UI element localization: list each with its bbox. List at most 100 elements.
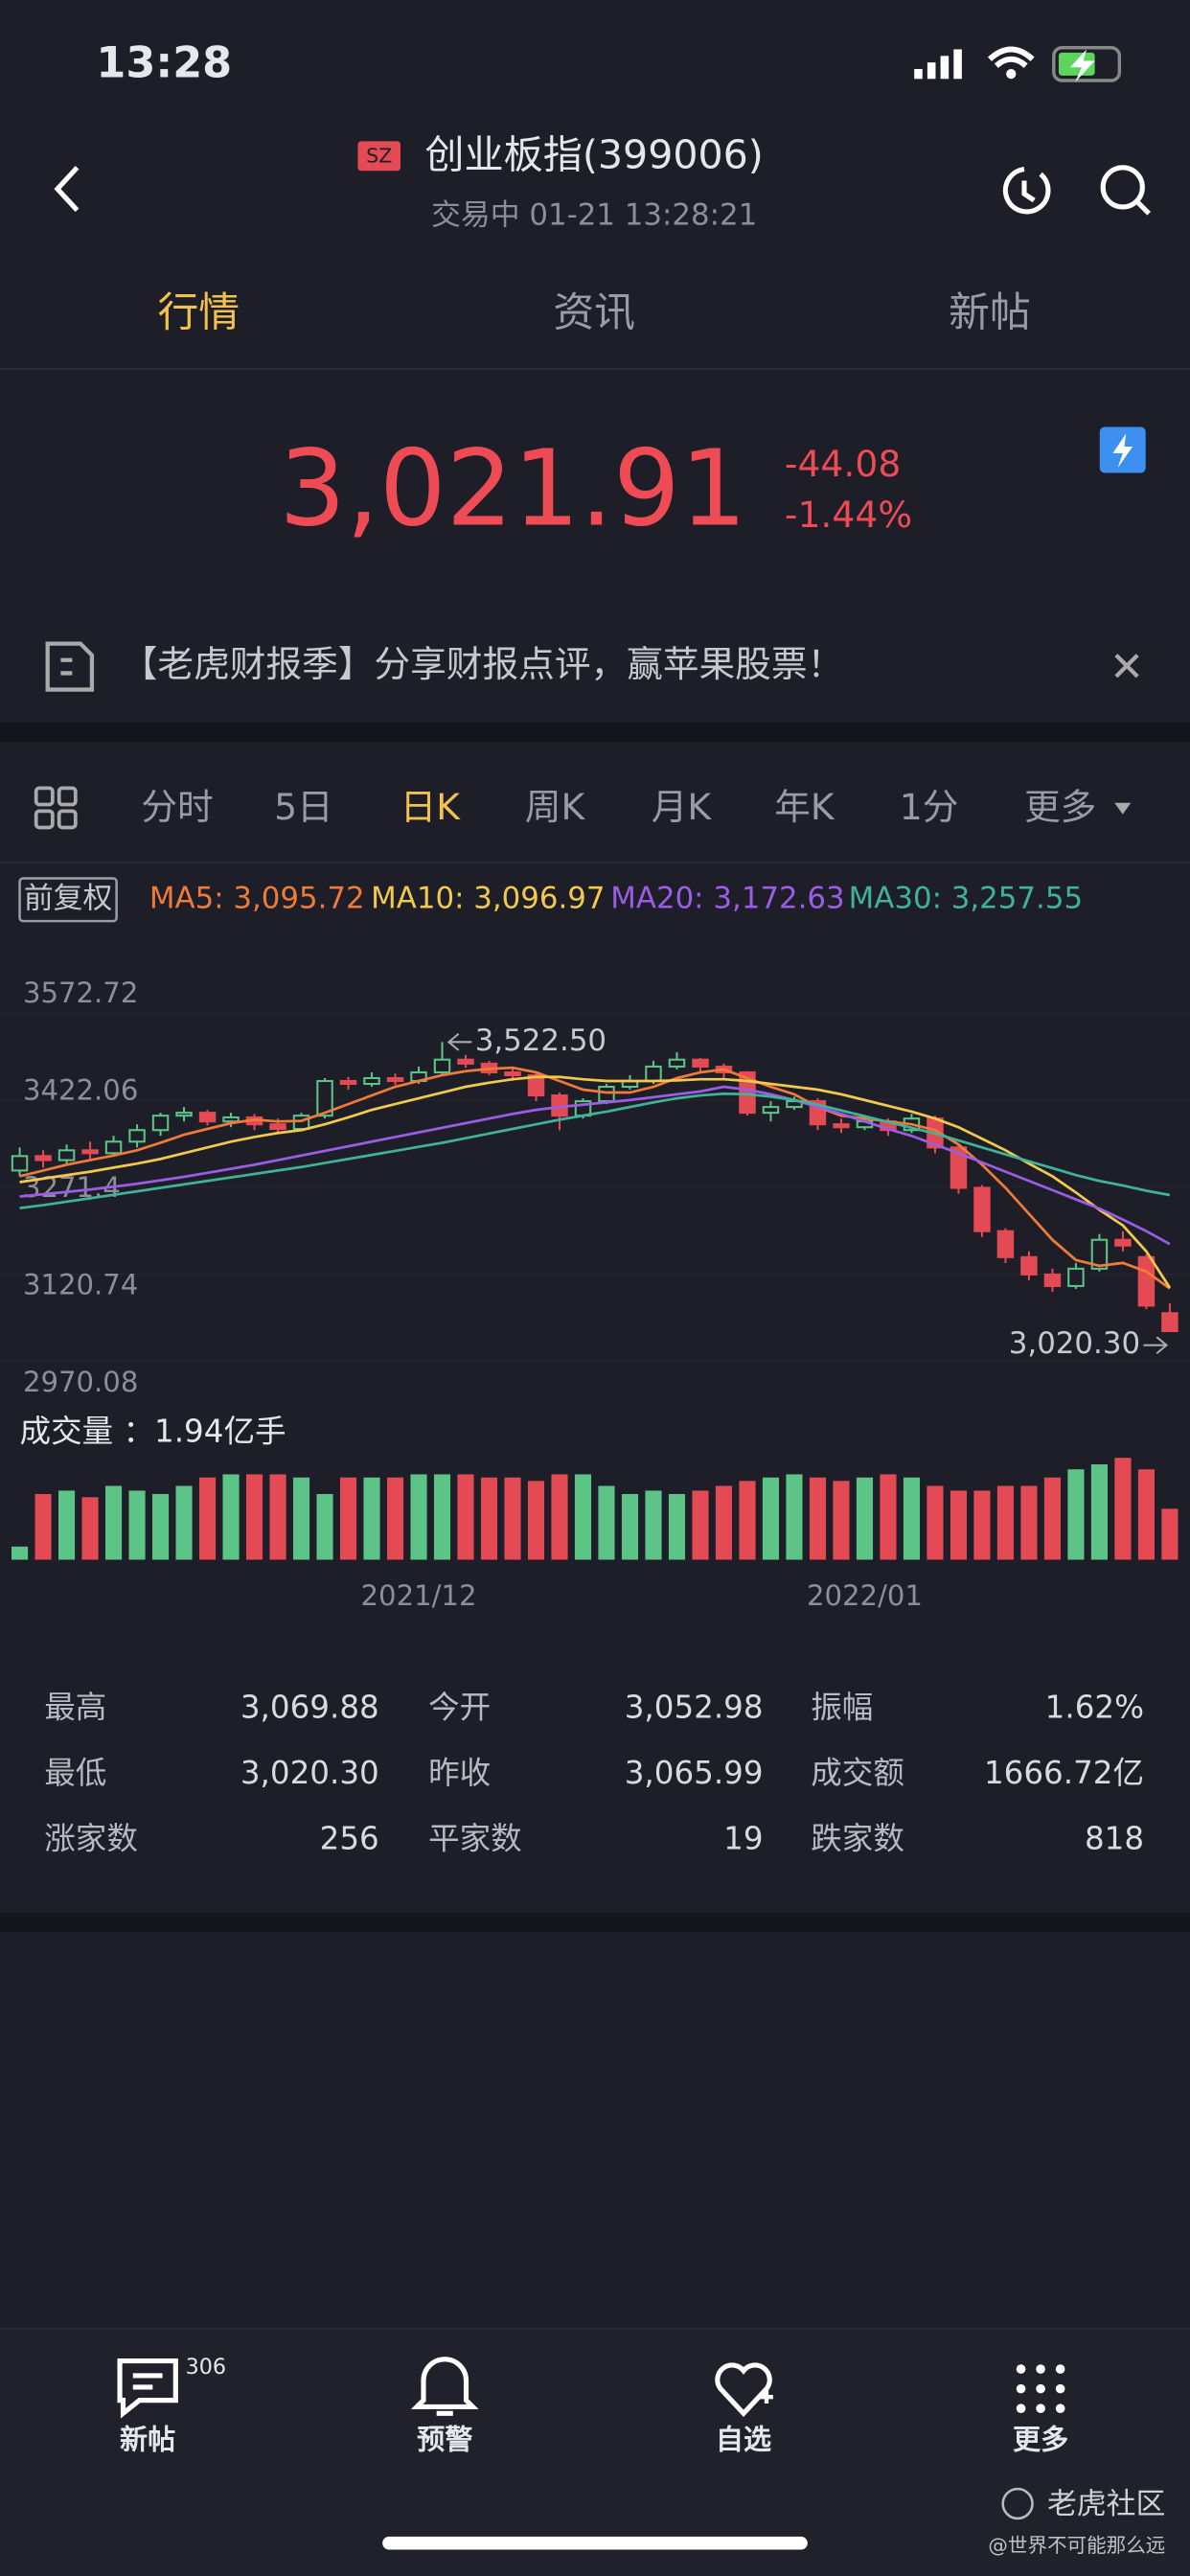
period-tab[interactable]: 月K: [652, 786, 713, 828]
candle-body: [339, 1079, 357, 1086]
volume-bar: [762, 1477, 780, 1560]
ma-legend: MA30: 3,257.55: [849, 881, 1083, 915]
stat-label: 今开: [428, 1689, 491, 1725]
volume-bar: [34, 1493, 52, 1560]
nav-label[interactable]: 更多: [1013, 2423, 1068, 2455]
period-tab[interactable]: 年K: [774, 786, 835, 828]
volume-bar: [668, 1493, 686, 1560]
section-gap: [0, 1912, 1190, 1933]
volume-bar: [1161, 1508, 1179, 1560]
volume-bar: [128, 1490, 146, 1560]
volume-bar: [11, 1546, 29, 1560]
x-tick-label: 2022/01: [807, 1579, 923, 1612]
stat-label: 跌家数: [811, 1820, 904, 1856]
period-tab[interactable]: 5日: [274, 786, 333, 828]
y-tick-label: 3120.74: [23, 1269, 138, 1301]
volume-bar: [715, 1485, 733, 1560]
banner-icon: [45, 641, 95, 692]
watermark-brand: 老虎社区: [1047, 2487, 1165, 2521]
more-caret: [1114, 802, 1132, 815]
back-button[interactable]: [54, 166, 80, 213]
stat-value: 3,065.99: [625, 1755, 764, 1791]
candle-body: [504, 1070, 521, 1076]
volume-bar: [57, 1490, 76, 1560]
volume-bar: [339, 1477, 357, 1560]
volume-bar: [151, 1493, 170, 1560]
wifi-dot: [1006, 69, 1017, 80]
home-indicator: [382, 2536, 808, 2550]
flash-bolt: [1112, 433, 1133, 469]
bottom-nav: [0, 2328, 1190, 2576]
candle-body: [645, 1065, 662, 1083]
period-tab[interactable]: 分时: [141, 786, 213, 828]
volume-bar: [363, 1477, 380, 1560]
volume-bar: [81, 1497, 99, 1560]
candle-body: [386, 1076, 404, 1083]
volume-bar: [410, 1474, 427, 1560]
candle-body: [1090, 1238, 1109, 1270]
price: 3,021.91: [279, 427, 746, 550]
candle-body: [950, 1146, 968, 1189]
refresh-button[interactable]: [1002, 166, 1051, 215]
exchange-badge: [357, 141, 400, 172]
candle-body: [104, 1140, 123, 1155]
stat-value: 256: [320, 1820, 379, 1856]
period-tab[interactable]: 日K: [400, 786, 462, 828]
x-tick-label: 2021/12: [361, 1579, 477, 1612]
candle-body: [527, 1073, 545, 1097]
candle-body: [222, 1116, 240, 1123]
tab[interactable]: 资讯: [553, 288, 635, 336]
candle-body: [762, 1106, 780, 1115]
nav-label[interactable]: 新帖: [120, 2423, 175, 2455]
stat-label: 最高: [44, 1689, 106, 1725]
divider: [0, 2328, 1190, 2330]
y-tick-label: 3422.06: [23, 1074, 138, 1107]
volume-bar: [739, 1481, 756, 1560]
stat-value: 3,069.88: [240, 1689, 379, 1725]
candle-body: [1161, 1312, 1179, 1333]
volume-bar: [996, 1485, 1015, 1560]
banner-text[interactable]: 【老虎财报季】分享财报点评，赢苹果股票！: [122, 643, 843, 685]
candle-body: [151, 1115, 170, 1132]
watermark-user: @世界不可能那么远: [988, 2534, 1165, 2557]
volume-bar: [809, 1477, 827, 1560]
annotation-arrow: [446, 1032, 472, 1051]
candle-body: [668, 1058, 686, 1068]
candle-body: [175, 1112, 193, 1117]
period-tab[interactable]: 1分: [900, 786, 959, 828]
ma-legend: MA20: 3,172.63: [610, 881, 844, 915]
volume-bar: [1043, 1477, 1062, 1560]
ma-legend: MA5: 3,095.72: [149, 881, 365, 915]
stat-value: 1666.72亿: [984, 1755, 1144, 1791]
tab[interactable]: 行情: [157, 288, 240, 336]
volume-bar: [433, 1474, 451, 1560]
volume-bar: [903, 1477, 921, 1560]
period-tab[interactable]: 更多: [1024, 786, 1096, 828]
search-button[interactable]: [1100, 165, 1151, 216]
volume-bar: [645, 1490, 662, 1560]
candle-body: [1043, 1273, 1062, 1287]
volume-bar: [551, 1474, 568, 1560]
status-time: 13:28: [96, 38, 232, 88]
candle-body: [57, 1149, 76, 1162]
volume-bar: [1020, 1485, 1038, 1560]
candle-body: [457, 1058, 474, 1065]
volume-bar: [927, 1485, 944, 1560]
candle-body: [433, 1058, 451, 1073]
banner-close[interactable]: [1114, 654, 1139, 678]
tab[interactable]: 新帖: [949, 288, 1031, 336]
period-tab[interactable]: 周K: [525, 786, 586, 828]
adjust-box[interactable]: [18, 877, 118, 923]
adjust-label[interactable]: 前复权: [24, 881, 113, 915]
volume-bar: [880, 1474, 897, 1560]
nav-label[interactable]: 自选: [716, 2423, 771, 2455]
stat-label: 成交额: [811, 1755, 904, 1791]
battery: [1052, 46, 1122, 82]
nav-icon: [715, 2362, 772, 2418]
candle-body: [198, 1112, 217, 1123]
stat-label: 振幅: [811, 1689, 873, 1725]
volume-bar: [786, 1474, 803, 1560]
layout-icon[interactable]: [34, 786, 78, 830]
candle-body: [973, 1186, 991, 1232]
nav-label[interactable]: 预警: [417, 2423, 472, 2455]
